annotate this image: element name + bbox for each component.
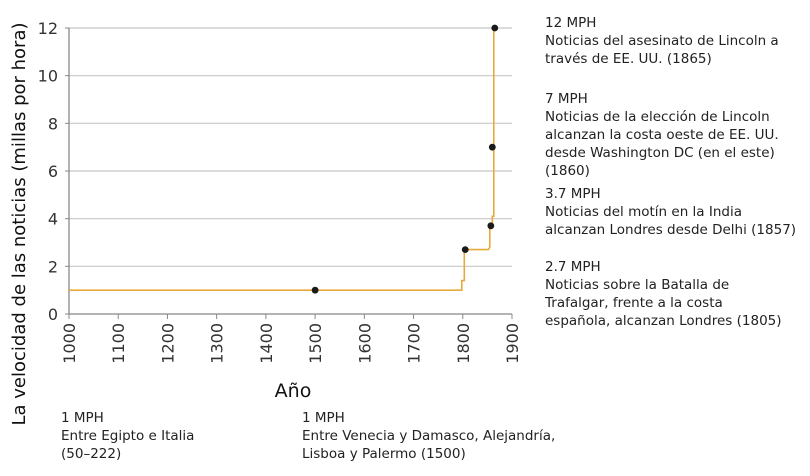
x-axis-label: Año	[275, 380, 312, 402]
x-tick-label: 1000	[60, 323, 79, 364]
y-tick-label: 6	[48, 162, 58, 181]
annotation-bottom: 1 MPH Entre Egipto e Italia (50–222)	[61, 409, 194, 463]
y-axis-label: La velocidad de las noticias (millas por…	[9, 22, 30, 425]
data-point	[491, 24, 499, 32]
x-tick-label: 1400	[257, 323, 276, 364]
annotation-right: 2.7 MPH Noticias sobre la Batalla de Trafa…	[545, 258, 782, 330]
annotation-right: 7 MPH Noticias de la elección de Lincoln a…	[545, 90, 810, 180]
annotation-speed: 2.7 MPH	[545, 259, 601, 275]
data-point	[487, 222, 495, 230]
x-tick-label: 1800	[454, 323, 473, 364]
y-tick-label: 2	[48, 257, 58, 276]
annotation-text: Entre Venecia y Damasco, Alejandría,	[302, 428, 556, 444]
annotation-bottom: 1 MPH Entre Venecia y Damasco, Alejandría…	[302, 409, 555, 463]
x-tick-label: 1600	[355, 323, 374, 364]
axes	[65, 27, 513, 319]
annotation-text: alcanzan la costa oeste de EE. UU.	[545, 127, 779, 143]
y-tick-label: 10	[38, 67, 58, 86]
annotation-text: Entre Egipto e Italia	[61, 428, 195, 444]
x-tick-label: 1700	[405, 323, 424, 364]
data-markers	[311, 24, 499, 294]
annotation-text: Trafalgar, frente a la costa	[545, 295, 723, 311]
y-tick-label: 12	[38, 19, 58, 38]
annotation-text: española, alcanzan Londres (1805)	[545, 313, 782, 329]
annotation-text: (50–222)	[61, 446, 122, 462]
annotation-text: Noticias de la elección de Lincoln	[545, 109, 770, 125]
x-tick-label: 1100	[109, 323, 128, 364]
y-tick-label: 0	[48, 305, 58, 324]
gridlines	[69, 27, 512, 267]
tick-labels: 0 2 4 6 8 10 12 1000 1100 1200 1300 1400 1500 1600 170…	[38, 19, 522, 364]
y-tick-label: 4	[48, 210, 58, 229]
annotation-text: Noticias del asesinato de Lincoln a	[545, 33, 779, 49]
annotation-text: Noticias del motín en la India	[545, 204, 742, 220]
annotation-speed: 12 MPH	[545, 15, 597, 31]
annotation-speed: 1 MPH	[302, 410, 345, 426]
annotation-text: Noticias sobre la Batalla de	[545, 277, 730, 293]
data-point	[488, 143, 496, 151]
x-tick-label: 1200	[158, 323, 177, 364]
annotation-speed: 1 MPH	[61, 410, 104, 426]
annotation-speed: 3.7 MPH	[545, 186, 601, 202]
x-tick-label: 1900	[503, 323, 522, 364]
annotation-right: 12 MPH Noticias del asesinato de Lincoln …	[545, 14, 779, 68]
annotation-text: través de EE. UU. (1865)	[545, 51, 712, 67]
data-point	[461, 246, 469, 254]
x-tick-label: 1300	[208, 323, 227, 364]
x-tick-label: 1500	[306, 323, 325, 364]
data-point	[311, 286, 319, 294]
annotation-speed: 7 MPH	[545, 91, 588, 107]
annotation-text: Lisboa y Palermo (1500)	[302, 446, 466, 462]
annotation-right: 3.7 MPH Noticias del motín en la India alc…	[545, 185, 796, 239]
annotation-text: desde Washington DC (en el este) (1860)	[545, 145, 775, 179]
speed-step-line	[69, 28, 495, 291]
annotation-text: alcanzan Londres desde Delhi (1857)	[545, 222, 797, 238]
y-tick-label: 8	[48, 114, 58, 133]
